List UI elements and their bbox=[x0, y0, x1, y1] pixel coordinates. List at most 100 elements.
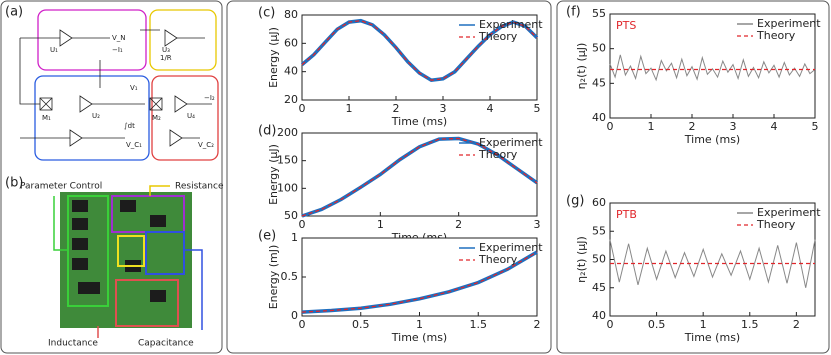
series-line bbox=[301, 20, 538, 81]
y-tick-label: 50 bbox=[592, 253, 606, 266]
circuit-label: U₃ bbox=[162, 46, 170, 54]
series-line bbox=[609, 239, 816, 288]
photo-label: Parameter Control bbox=[20, 182, 102, 192]
circuit bbox=[19, 9, 219, 161]
x-tick-label: 3 bbox=[534, 218, 541, 231]
circuit-label: −I₁ bbox=[112, 46, 123, 54]
x-tick-label: 1 bbox=[377, 218, 384, 231]
legend-label: Theory bbox=[756, 218, 796, 231]
photo-label: Resistance bbox=[175, 182, 224, 192]
x-tick-label: 2 bbox=[689, 120, 696, 133]
x-tick-label: 1 bbox=[346, 102, 353, 115]
legend-label: Theory bbox=[478, 148, 518, 161]
plot-area bbox=[301, 132, 538, 217]
x-tick-label: 2 bbox=[455, 218, 462, 231]
panel-frame bbox=[226, 0, 552, 354]
circuit-label: 1/R bbox=[160, 54, 172, 62]
panel-label: (c) bbox=[258, 6, 275, 21]
x-tick-label: 3 bbox=[440, 102, 447, 115]
circuit-photo bbox=[53, 185, 203, 338]
x-tick-label: 3 bbox=[730, 120, 737, 133]
circuit-label: V_C₁ bbox=[126, 141, 142, 149]
y-axis-label: Energy (μJ) bbox=[267, 27, 280, 88]
x-tick-label: 0 bbox=[607, 120, 614, 133]
circuit-label: −I₂ bbox=[204, 94, 215, 102]
legend-label: Theory bbox=[478, 253, 518, 266]
x-axis-label: Time (ms) bbox=[684, 133, 740, 146]
series-line bbox=[301, 137, 538, 217]
x-tick-label: 2 bbox=[393, 102, 400, 115]
legend-label: Experiment bbox=[479, 241, 543, 254]
legend-label: Experiment bbox=[479, 18, 543, 31]
x-tick-label: 1 bbox=[416, 318, 423, 331]
legend-label: Theory bbox=[478, 30, 518, 43]
y-tick-label: 55 bbox=[592, 224, 606, 237]
panel-label: (a) bbox=[5, 5, 23, 20]
x-tick-label: 1.5 bbox=[470, 318, 488, 331]
y-axis-label: η₂(t) (μJ) bbox=[575, 43, 588, 90]
circuit-label: M₂ bbox=[152, 114, 161, 122]
x-tick-label: 0 bbox=[299, 318, 306, 331]
photo-label: Inductance bbox=[48, 339, 98, 349]
y-tick-label: 55 bbox=[592, 7, 606, 20]
circuit-labels: M₁ M₂ U₁ U₂ U₃ U₄ V_N −I₁ 1/R V₁ −I₂ ∫dt… bbox=[42, 34, 215, 149]
x-tick-label: 0 bbox=[299, 218, 306, 231]
y-tick-label: 60 bbox=[592, 196, 606, 209]
x-tick-label: 2 bbox=[793, 318, 800, 331]
circuit-label: V_C₂ bbox=[198, 141, 214, 149]
panel-label: (e) bbox=[258, 229, 276, 244]
photo-label: Capacitance bbox=[138, 339, 194, 349]
y-tick-label: 50 bbox=[592, 42, 606, 55]
x-tick-label: 4 bbox=[771, 120, 778, 133]
plot-area bbox=[301, 237, 538, 317]
x-tick-label: 1 bbox=[700, 318, 707, 331]
y-tick-label: 0.5 bbox=[281, 270, 299, 283]
series-line bbox=[301, 250, 538, 314]
y-tick-label: 40 bbox=[284, 65, 298, 78]
x-axis-label: Time (ms) bbox=[391, 115, 447, 128]
y-tick-label: 60 bbox=[284, 36, 298, 49]
circuit-label: V_N bbox=[112, 34, 126, 42]
panel-frame bbox=[556, 0, 830, 354]
panel-label: (f) bbox=[566, 5, 581, 20]
y-tick-label: 45 bbox=[592, 76, 606, 89]
panel-label: (b) bbox=[5, 176, 23, 191]
x-tick-label: 1 bbox=[648, 120, 655, 133]
y-tick-label: 45 bbox=[592, 281, 606, 294]
x-tick-label: 0 bbox=[607, 318, 614, 331]
y-tick-label: 1 bbox=[291, 231, 298, 244]
series-line bbox=[609, 54, 816, 82]
annotation: PTB bbox=[616, 208, 637, 221]
x-tick-label: 0.5 bbox=[352, 318, 370, 331]
circuit-label: U₄ bbox=[187, 112, 195, 120]
circuit-label: U₂ bbox=[92, 112, 100, 120]
y-tick-label: 200 bbox=[277, 126, 298, 139]
x-tick-label: 2 bbox=[534, 318, 541, 331]
annotation: PTS bbox=[616, 19, 636, 32]
x-tick-label: 1.5 bbox=[741, 318, 759, 331]
y-axis-label: η₂(t) (μJ) bbox=[575, 236, 588, 283]
x-axis-label: Time (ms) bbox=[684, 331, 740, 344]
panel-frame bbox=[0, 0, 223, 354]
y-tick-label: 40 bbox=[592, 309, 606, 322]
x-tick-label: 5 bbox=[812, 120, 819, 133]
y-axis-label: Energy (μJ) bbox=[267, 144, 280, 205]
x-axis-label: Time (ms) bbox=[391, 331, 447, 344]
y-tick-label: 50 bbox=[284, 209, 298, 222]
circuit-label: M₁ bbox=[42, 114, 51, 122]
legend-label: Experiment bbox=[757, 17, 821, 30]
legend-label: Theory bbox=[756, 29, 796, 42]
y-tick-label: 0 bbox=[291, 309, 298, 322]
y-tick-label: 150 bbox=[277, 154, 298, 167]
x-tick-label: 0.5 bbox=[648, 318, 666, 331]
y-tick-label: 80 bbox=[284, 8, 298, 21]
circuit-label: U₁ bbox=[50, 46, 58, 54]
y-tick-label: 40 bbox=[592, 111, 606, 124]
panel-label: (g) bbox=[566, 194, 584, 209]
circuit-label: V₁ bbox=[130, 84, 138, 92]
circuit-label: ∫dt bbox=[124, 122, 135, 130]
x-tick-label: 0 bbox=[299, 102, 306, 115]
x-tick-label: 4 bbox=[487, 102, 494, 115]
x-tick-label: 5 bbox=[534, 102, 541, 115]
